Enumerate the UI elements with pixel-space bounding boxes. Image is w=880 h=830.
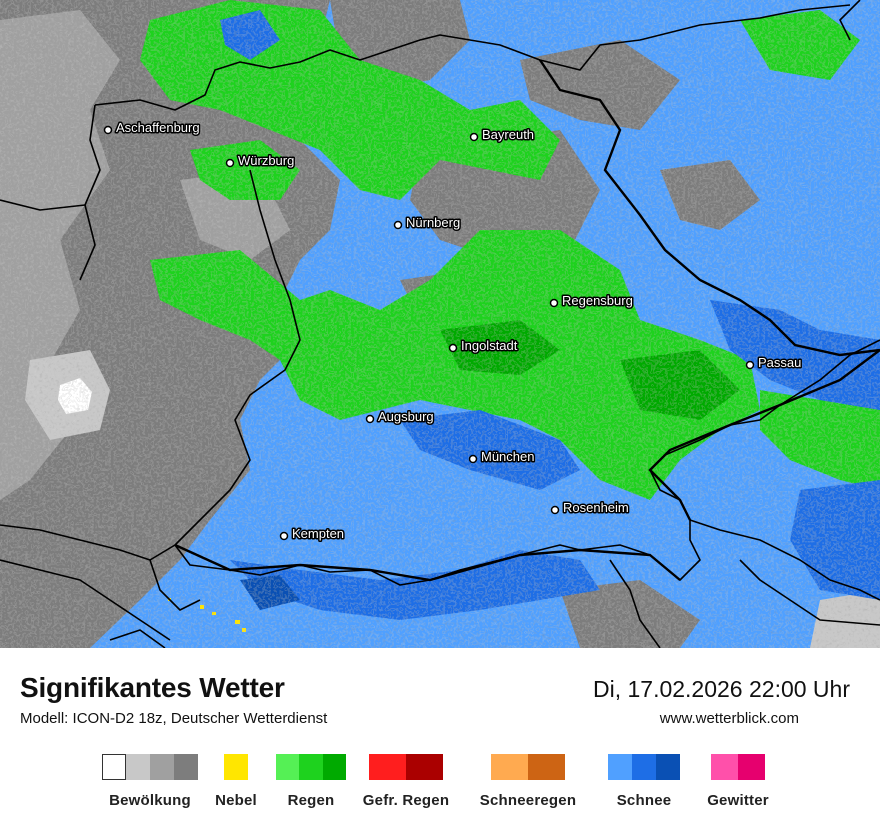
city-regensburg: Regensburg [549, 292, 634, 310]
weather-map-canvas: Aschaffenburg Würzburg Bayreuth Nürnberg… [0, 0, 880, 648]
city-augsburg: Augsburg [365, 408, 435, 426]
city-label: Aschaffenburg [116, 120, 200, 135]
forecast-datetime: Di, 17.02.2026 22:00 Uhr [592, 676, 850, 702]
legend-label: Gewitter [707, 792, 769, 809]
city-ingolstadt: Ingolstadt [448, 337, 519, 355]
city-nuernberg: Nürnberg [393, 214, 462, 232]
legend-schnee: Schnee [606, 754, 682, 809]
legend-swatch [276, 754, 300, 780]
legend-swatch [632, 754, 656, 780]
legend-swatch [491, 754, 528, 780]
city-label: Bayreuth [482, 127, 534, 142]
city-label: Würzburg [238, 153, 294, 168]
legend-bewoelkung: Bewölkung [100, 754, 200, 809]
legend-gewitter: Gewitter [696, 754, 780, 809]
legend-label: Schnee [616, 792, 672, 809]
city-label: Rosenheim [563, 500, 629, 515]
legend-swatch [150, 754, 174, 780]
legend-swatches [606, 754, 682, 782]
legend-label: Regen [287, 792, 335, 809]
legend-swatches [276, 754, 346, 782]
legend-swatches [206, 754, 266, 782]
legend-swatch [528, 754, 565, 780]
weather-map: Aschaffenburg Würzburg Bayreuth Nürnberg… [0, 0, 880, 648]
legend-swatch [406, 754, 443, 780]
legend-regen: Regen [276, 754, 346, 809]
legend-swatch [608, 754, 632, 780]
website-link[interactable]: www.wetterblick.com [659, 710, 799, 727]
city-label: Augsburg [378, 409, 434, 424]
legend-swatch [656, 754, 680, 780]
model-grid-texture [0, 0, 880, 648]
legend-swatch [322, 754, 346, 780]
legend-swatches [100, 754, 200, 782]
legend-label: Nebel [215, 792, 257, 809]
city-label: München [481, 449, 534, 464]
city-aschaffenburg: Aschaffenburg [103, 119, 201, 137]
legend-schneeregen: Schneeregen [466, 754, 590, 809]
map-title: Signifikantes Wetter [20, 672, 285, 703]
city-label: Nürnberg [406, 215, 460, 230]
legend-label: Schneeregen [479, 792, 577, 809]
city-rosenheim: Rosenheim [550, 499, 630, 517]
legend-gefr-regen: Gefr. Regen [356, 754, 456, 809]
country-border-thick [174, 59, 880, 582]
city-label: Regensburg [562, 293, 633, 308]
legend-swatch [102, 754, 126, 780]
city-label: Ingolstadt [461, 338, 518, 353]
legend-swatches [466, 754, 590, 782]
city-kempten: Kempten [279, 525, 346, 543]
legend-swatch [126, 754, 150, 780]
city-muenchen: München [468, 448, 536, 466]
legend-swatch [711, 754, 738, 780]
legend-swatch [299, 754, 323, 780]
footer-panel: Signifikantes Wetter Modell: ICON-D2 18z… [0, 648, 880, 830]
legend-swatches [356, 754, 456, 782]
legend-swatches [696, 754, 780, 782]
legend-swatch [224, 754, 248, 780]
city-bayreuth: Bayreuth [469, 126, 536, 144]
legend-swatch [738, 754, 765, 780]
legend-swatch [369, 754, 406, 780]
city-wuerzburg: Würzburg [225, 152, 296, 170]
legend-label: Bewölkung [109, 792, 191, 809]
legend-nebel: Nebel [206, 754, 266, 809]
city-label: Kempten [292, 526, 344, 541]
city-passau: Passau [745, 354, 803, 372]
legend-label: Gefr. Regen [362, 792, 450, 809]
city-label: Passau [758, 355, 801, 370]
legend-swatch [174, 754, 198, 780]
city-markers: Aschaffenburg Würzburg Bayreuth Nürnberg… [103, 119, 803, 543]
model-source: Modell: ICON-D2 18z, Deutscher Wetterdie… [20, 710, 328, 727]
